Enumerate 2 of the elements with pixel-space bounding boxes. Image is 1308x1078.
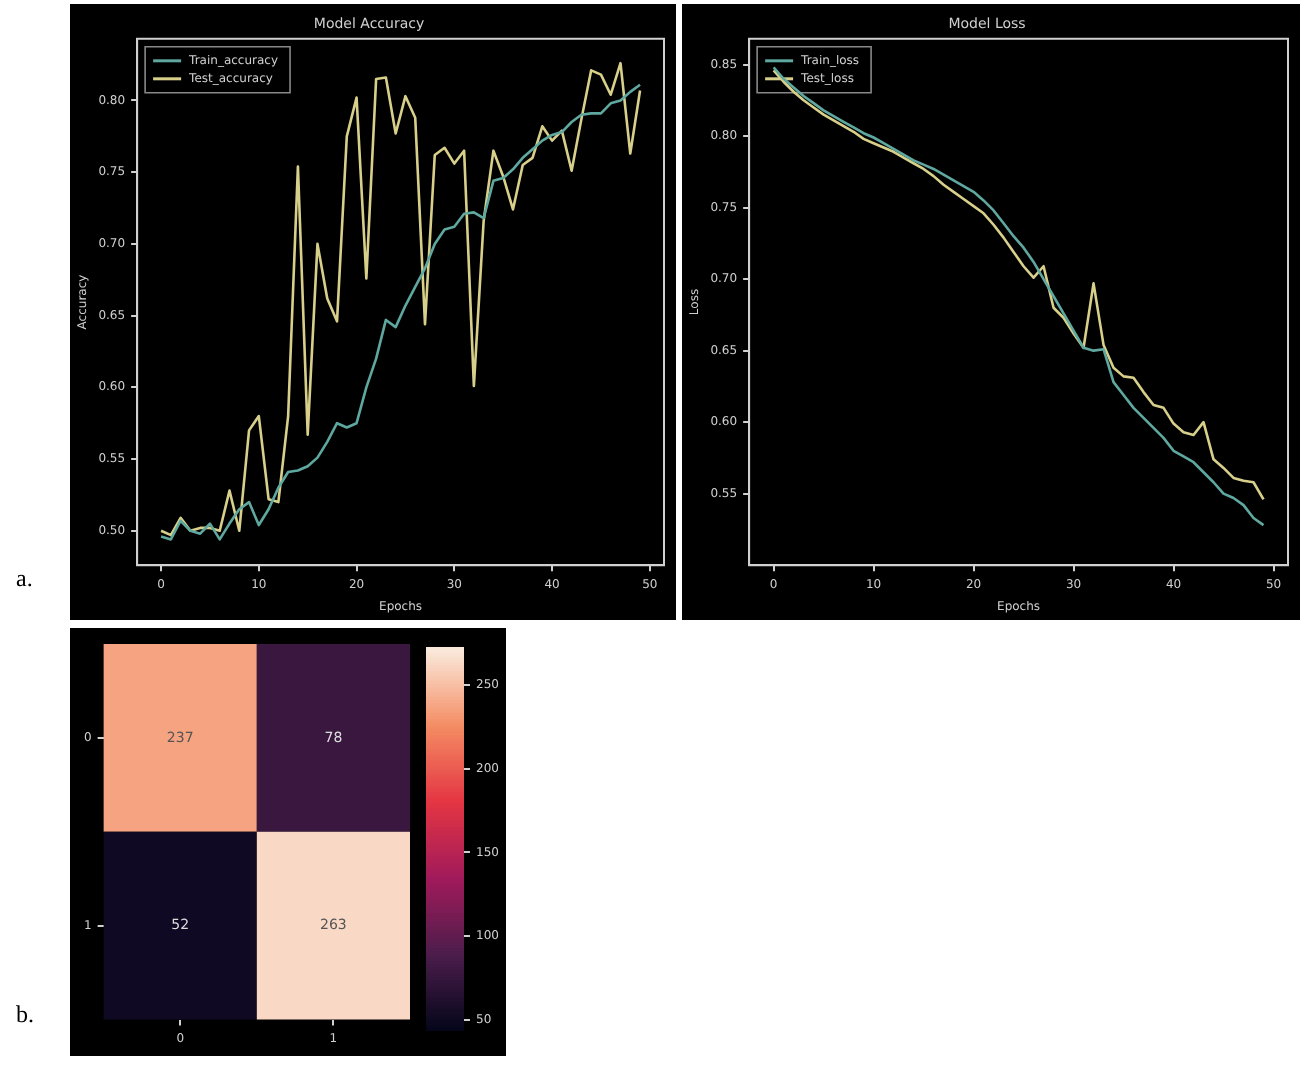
text: b.: [16, 1000, 34, 1030]
text: a.: [16, 564, 33, 594]
